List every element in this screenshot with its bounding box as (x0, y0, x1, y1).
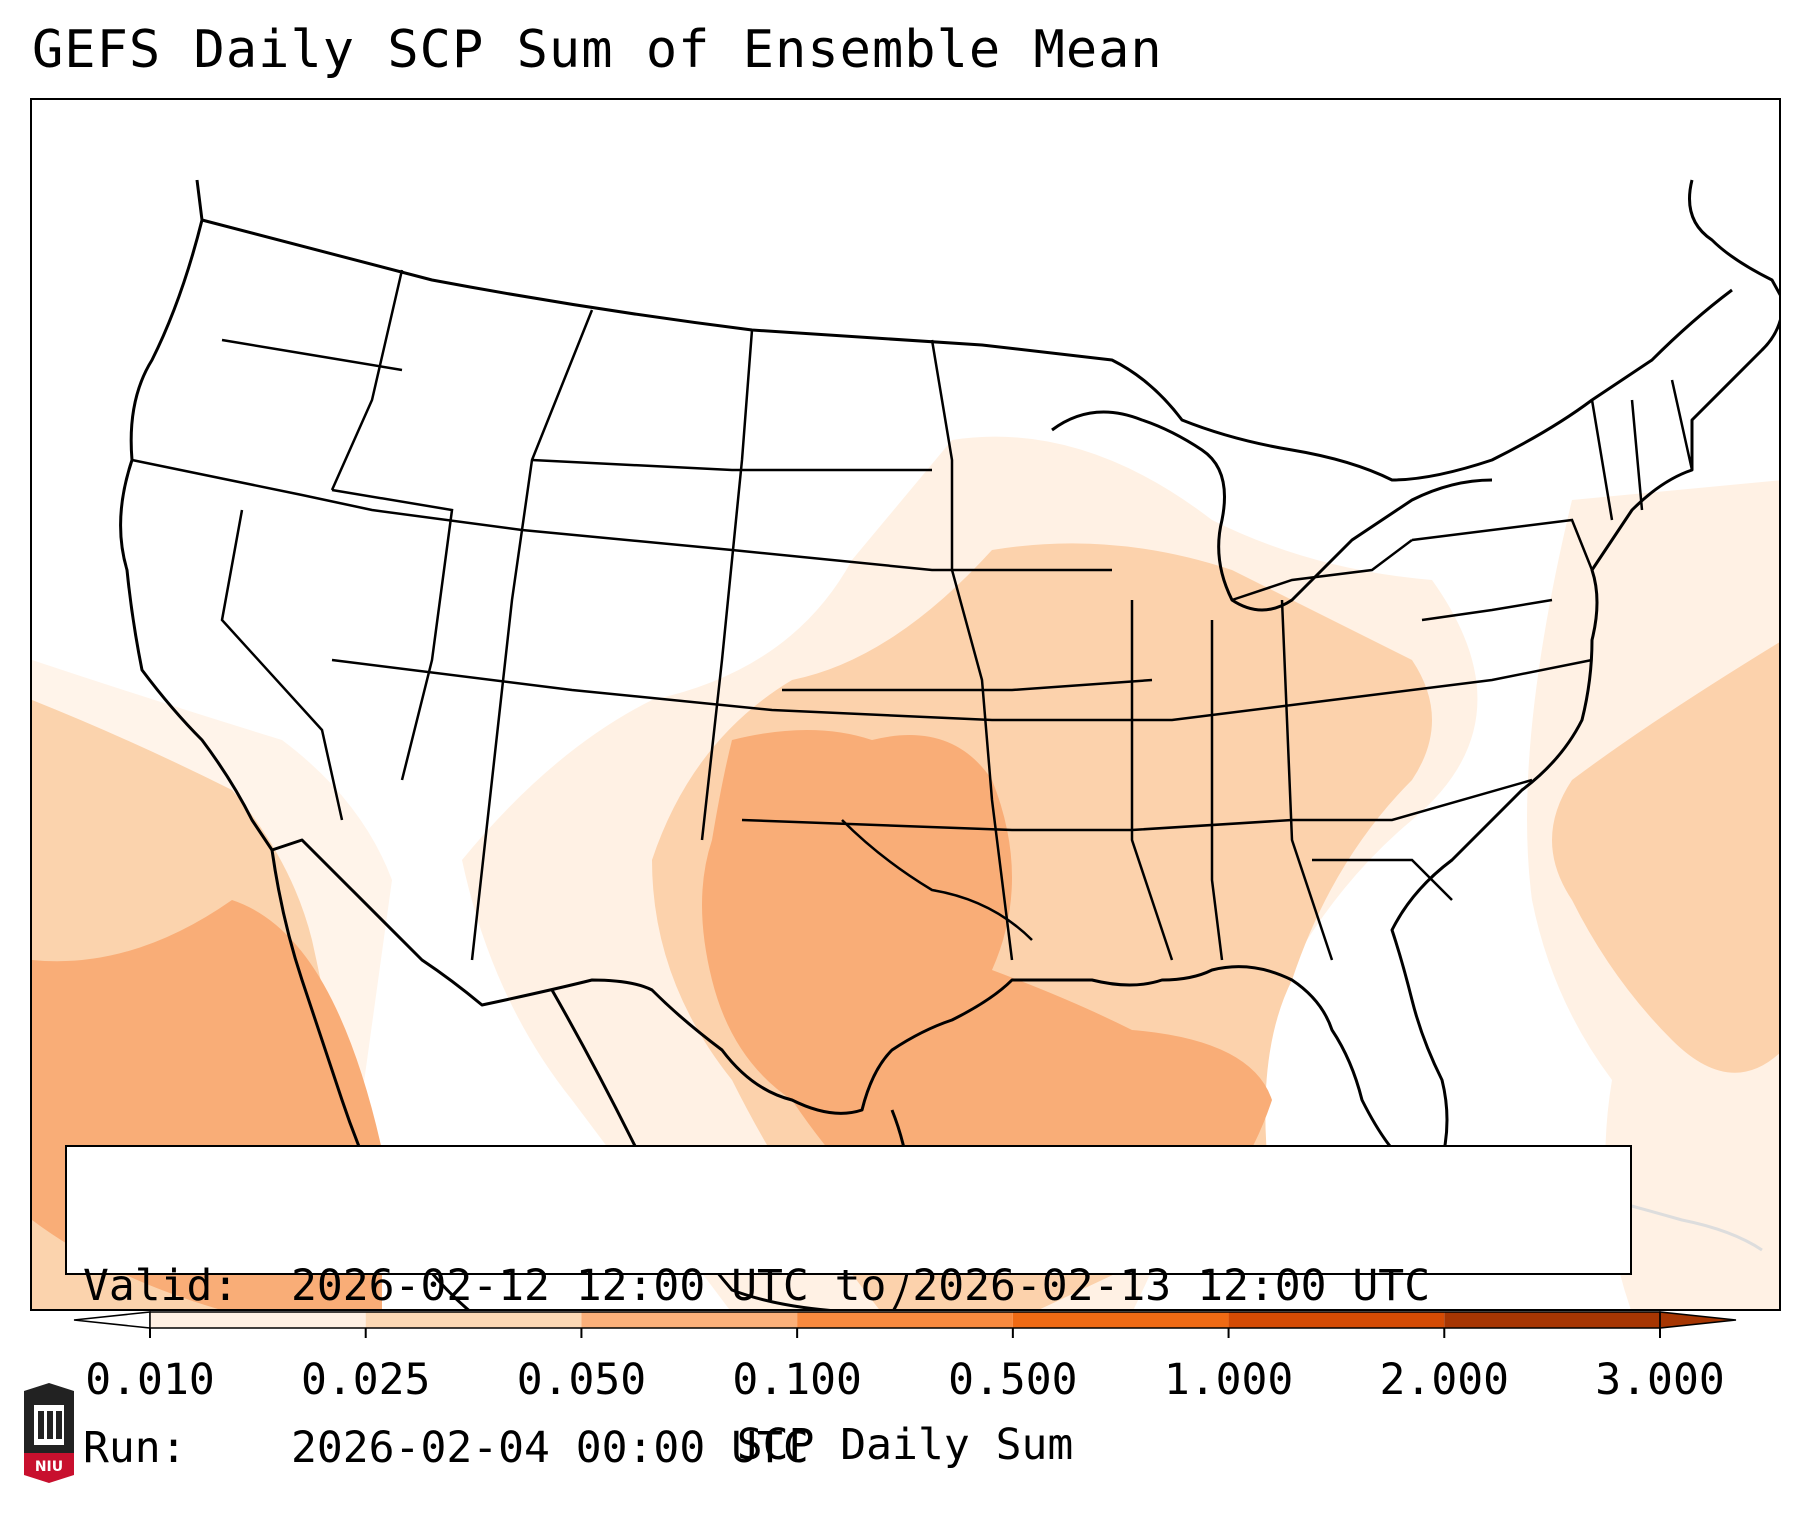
state-border (331, 658, 1593, 722)
shading-mid-atlantic (1552, 642, 1779, 1073)
conus-coastline (119, 179, 1779, 1172)
logo-text: NIU (35, 1459, 63, 1475)
state-border (330, 269, 404, 491)
state-border (1130, 600, 1174, 961)
colorbar-segment (581, 1312, 798, 1328)
state-border (1590, 379, 1694, 521)
state-border (1312, 858, 1453, 901)
state-border (220, 509, 344, 821)
boundaries-layer (119, 179, 1779, 1309)
map-title: GEFS Daily SCP Sum of Ensemble Mean (32, 20, 1163, 80)
run-value: 2026-02-04 00:00 UTC (291, 1423, 809, 1473)
colorbar-segment (1012, 1312, 1229, 1328)
state-border (331, 488, 454, 781)
colorbar-tick-label: 0.500 (948, 1355, 1078, 1405)
state-border (1210, 620, 1224, 961)
canada-border (201, 218, 1733, 482)
great-lakes (1051, 410, 1493, 612)
state-border (1421, 598, 1553, 622)
state-border (1280, 599, 1334, 961)
colorbar-segment (1444, 1312, 1660, 1328)
colorbar-frame (149, 1311, 1661, 1329)
colorbar-tick-label: 3.000 (1595, 1355, 1725, 1405)
colorbar-tick-label: 0.010 (85, 1355, 215, 1405)
state-borders-layer (131, 269, 1694, 961)
state-border (1231, 539, 1413, 602)
niu-logo: NIU (24, 1383, 74, 1483)
state-border (1411, 518, 1594, 571)
colorbar-segment (1228, 1312, 1445, 1328)
colorbar-segment (797, 1312, 1013, 1328)
valid-run-info-box: Valid: 2026-02-12 12:00 UTC to 2026-02-1… (65, 1145, 1632, 1473)
colorbar-tick-label: 1.000 (1163, 1355, 1294, 1405)
colorbar-extend-max (1659, 1311, 1737, 1329)
colorbar-tick-label: 0.025 (300, 1355, 431, 1405)
state-border (531, 458, 932, 472)
colorbar-extend-min (73, 1311, 151, 1329)
colorbar-tick-label: 0.100 (732, 1355, 862, 1405)
state-border (841, 819, 1033, 941)
colorbar-label: SCP Daily Sum (736, 1420, 1074, 1470)
colorbar-segment (150, 1312, 366, 1328)
colorbar-tick-label: 0.050 (516, 1355, 647, 1405)
colorbar-segment (365, 1312, 582, 1328)
map-panel (30, 98, 1781, 1311)
state-border (930, 339, 1014, 961)
state-border (782, 678, 1153, 692)
valid-row: Valid: 2026-02-12 12:00 UTC to 2026-02-1… (83, 1259, 1630, 1313)
colorbar (73, 1311, 1737, 1338)
shading-orange-south (702, 730, 1272, 1220)
colorbar-tick-label: 2.000 (1379, 1355, 1510, 1405)
state-border (221, 338, 403, 372)
scp-map (32, 179, 1779, 1309)
run-key: Run: (83, 1423, 187, 1473)
valid-value: 2026-02-12 12:00 UTC to 2026-02-13 12:00… (291, 1261, 1431, 1311)
state-border (700, 329, 754, 841)
state-border (470, 309, 594, 961)
valid-key: Valid: (83, 1261, 239, 1311)
run-row: Run: 2026-02-04 00:00 UTC (83, 1421, 1630, 1475)
